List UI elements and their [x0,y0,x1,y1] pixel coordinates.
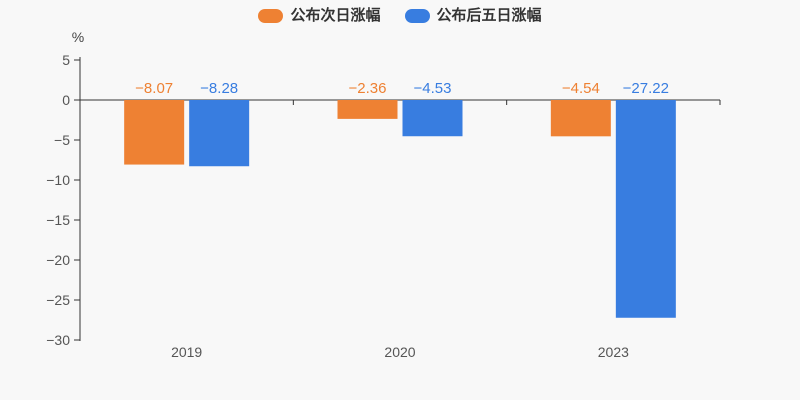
x-axis-category-label: 2023 [598,344,629,360]
bar-2023-series-1[interactable] [615,100,676,318]
bar-value-label: −8.28 [200,80,238,97]
bar-value-label: −4.54 [562,80,600,97]
y-axis-tick-label: −5 [54,132,70,148]
x-axis-category-label: 2019 [171,344,202,360]
legend-label-five-day-change: 公布后五日涨幅 [436,7,542,24]
y-axis-tick-label: 5 [62,52,70,68]
bar-value-label: −2.36 [349,80,387,97]
y-axis-tick-label: −15 [46,212,70,228]
y-axis-tick-label: −25 [46,292,70,308]
y-axis-tick-label: −20 [46,252,70,268]
y-axis-unit-label: % [72,29,84,45]
legend-item-five-day-change[interactable]: 公布后五日涨幅 [404,6,542,26]
bar-value-label: −4.53 [414,80,452,97]
legend-marker-five-day-change [404,9,430,23]
y-axis-tick-label: −10 [46,172,70,188]
y-axis-tick-label: −30 [46,332,70,348]
legend-label-next-day-change: 公布次日涨幅 [290,7,381,24]
x-axis-category-label: 2020 [384,344,415,360]
bar-2020-series-0[interactable] [337,100,398,119]
bar-2019-series-1[interactable] [189,100,250,167]
bar-value-label: −8.07 [135,80,173,97]
legend-item-next-day-change[interactable]: 公布次日涨幅 [258,6,381,26]
bar-2019-series-0[interactable] [124,100,185,165]
bar-2020-series-1[interactable] [402,100,463,137]
y-axis-tick-label: 0 [62,92,70,108]
bar-2023-series-0[interactable] [550,100,611,137]
bar-value-label: −27.22 [623,80,669,97]
legend: 公布次日涨幅 公布后五日涨幅 [0,6,800,26]
legend-marker-next-day-change [258,9,284,23]
